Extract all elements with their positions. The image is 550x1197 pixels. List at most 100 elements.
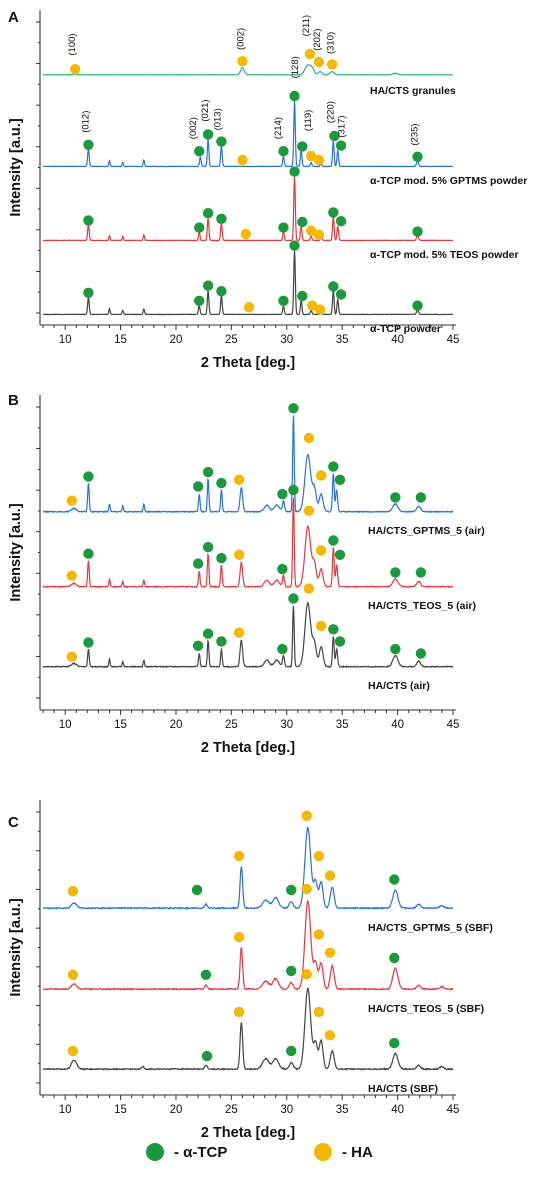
x-tick-label: 15 [114, 334, 127, 346]
ha-marker [314, 304, 326, 315]
hkl-label: (002) [236, 28, 247, 50]
tcp-marker [194, 295, 205, 306]
tcp-marker [289, 90, 300, 102]
hkl-label: (021) [200, 99, 211, 121]
panel-C: C 10 15 20 25 30 35 40 45 2 Theta [deg.] Intensity… [8, 800, 493, 1141]
y-axis-title: Intensity [a.u.] [8, 503, 24, 601]
legend-label-tcp: - α-TCP [174, 1144, 227, 1161]
ha-marker [66, 570, 78, 581]
ha-marker [315, 620, 327, 632]
tcp-marker [389, 874, 400, 885]
tcp-marker [335, 216, 347, 227]
hkl-label: (012) [80, 111, 91, 133]
ha-marker [301, 810, 312, 821]
x-tick-label: 25 [225, 334, 238, 346]
panel-letter: A [8, 9, 19, 26]
tcp-marker [289, 240, 300, 251]
ha-marker [67, 1045, 79, 1057]
series-2: HA/CTS (SBF) [42, 969, 454, 1095]
tcp-marker [202, 628, 214, 639]
tcp-marker [415, 648, 427, 659]
ha-marker [315, 470, 327, 481]
legend: - α-TCP - HA [146, 1143, 373, 1161]
legend-marker-ha [314, 1143, 332, 1161]
tcp-marker [390, 643, 401, 655]
x-axis-title: 2 Theta [deg.] [201, 1125, 295, 1141]
tcp-marker [334, 474, 346, 485]
tcp-marker [328, 624, 339, 635]
hkl-label: (310) [325, 32, 336, 54]
tcp-marker [202, 541, 214, 553]
tcp-marker [202, 208, 214, 219]
hkl-label: (211) [301, 15, 312, 36]
ha-marker [313, 229, 325, 240]
tcp-marker [288, 593, 299, 604]
tcp-marker [389, 1037, 400, 1049]
tcp-marker [277, 643, 288, 655]
y-axis-title: Intensity [a.u.] [8, 898, 24, 996]
x-tick-label: 15 [114, 719, 127, 731]
ha-marker [313, 929, 325, 940]
x-tick-label: 10 [59, 334, 72, 346]
hkl-label: (128) [290, 56, 301, 78]
series-line [42, 497, 454, 589]
series-line [42, 415, 454, 514]
ha-marker [233, 850, 245, 862]
tcp-marker [83, 139, 94, 150]
tcp-marker [390, 492, 401, 503]
tcp-marker [200, 969, 212, 980]
panel-B: B 10 15 20 25 30 35 40 45 2 Theta [deg.] Intensity… [8, 392, 485, 756]
tcp-marker [83, 548, 94, 559]
ha-marker [240, 228, 251, 240]
tcp-marker [334, 636, 346, 647]
x-axis-title: 2 Theta [deg.] [201, 740, 295, 756]
x-tick-label: 45 [447, 1104, 460, 1116]
x-tick-label: 35 [336, 1104, 349, 1116]
ha-marker [324, 947, 336, 958]
x-tick-label: 25 [225, 719, 238, 731]
ha-marker [66, 495, 78, 506]
ha-marker [67, 886, 79, 897]
panel-letter: C [8, 814, 19, 831]
tcp-marker [415, 492, 427, 503]
tcp-marker [83, 637, 94, 648]
tcp-marker [194, 146, 205, 157]
tcp-marker [390, 567, 401, 578]
series-1: HA/CTS_TEOS_5 (SBF) [42, 883, 484, 1015]
ha-marker [305, 150, 317, 162]
tcp-marker [216, 552, 227, 564]
series-label: α-TCP mod. 5% TEOS powder [370, 249, 519, 261]
x-tick-label: 20 [170, 1104, 183, 1116]
ha-marker [67, 969, 79, 980]
ha-marker [313, 1006, 325, 1018]
tcp-marker [216, 136, 227, 147]
hkl-label: (220) [325, 101, 336, 123]
tcp-marker [216, 477, 227, 489]
series-label: HA/CTS_TEOS_5 (SBF) [368, 1003, 484, 1015]
ha-marker [315, 545, 327, 556]
series-label: HA/CTS (air) [368, 680, 430, 692]
ha-marker [243, 302, 255, 313]
tcp-marker [328, 207, 339, 218]
ha-marker [237, 56, 248, 67]
x-tick-label: 30 [280, 1104, 293, 1116]
panel-A: A 10 15 20 25 30 35 40 45 2 Theta [deg.] Intensity… [8, 9, 527, 371]
legend-marker-tcp [146, 1143, 164, 1161]
ha-marker [233, 931, 245, 943]
series-line [42, 601, 454, 669]
tcp-marker [412, 226, 423, 237]
panel-letter: B [8, 392, 19, 409]
ha-marker [237, 154, 248, 166]
tcp-marker [194, 222, 205, 233]
series-0: HA/CTS granules [42, 48, 456, 97]
tcp-marker [278, 295, 289, 306]
tcp-marker [389, 952, 400, 964]
ha-marker [305, 225, 317, 236]
ha-marker [327, 59, 338, 70]
tcp-marker [278, 146, 289, 157]
tcp-marker [329, 130, 340, 142]
tcp-marker [288, 484, 299, 496]
series-line [42, 176, 454, 242]
ha-marker [313, 850, 325, 862]
series-label: HA/CTS granules [370, 85, 456, 97]
